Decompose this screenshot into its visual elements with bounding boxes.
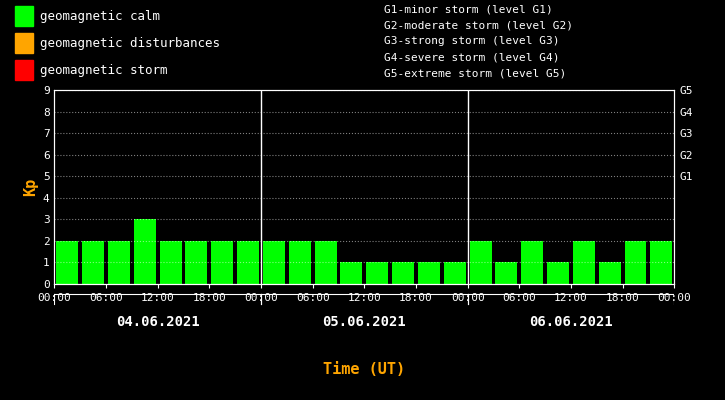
Bar	[289, 241, 311, 284]
Bar	[392, 262, 414, 284]
Bar	[211, 241, 233, 284]
Bar	[315, 241, 336, 284]
FancyBboxPatch shape	[14, 33, 33, 53]
FancyBboxPatch shape	[14, 60, 33, 80]
Bar	[444, 262, 465, 284]
Text: geomagnetic calm: geomagnetic calm	[40, 10, 160, 23]
FancyBboxPatch shape	[14, 6, 33, 26]
Text: geomagnetic storm: geomagnetic storm	[40, 64, 167, 77]
Text: G3-strong storm (level G3): G3-strong storm (level G3)	[384, 36, 560, 46]
Bar	[57, 241, 78, 284]
Text: G4-severe storm (level G4): G4-severe storm (level G4)	[384, 53, 560, 63]
Bar	[547, 262, 569, 284]
Bar	[573, 241, 594, 284]
Bar	[624, 241, 647, 284]
Bar	[186, 241, 207, 284]
Bar	[650, 241, 672, 284]
Text: geomagnetic disturbances: geomagnetic disturbances	[40, 37, 220, 50]
Bar	[237, 241, 259, 284]
Bar	[160, 241, 181, 284]
Bar	[599, 262, 621, 284]
Text: Time (UT): Time (UT)	[323, 362, 405, 378]
Text: 04.06.2021: 04.06.2021	[116, 315, 199, 329]
Text: G2-moderate storm (level G2): G2-moderate storm (level G2)	[384, 20, 573, 30]
Bar	[263, 241, 285, 284]
Bar	[521, 241, 543, 284]
Text: 05.06.2021: 05.06.2021	[323, 315, 406, 329]
Bar	[341, 262, 362, 284]
Bar	[108, 241, 130, 284]
Text: G5-extreme storm (level G5): G5-extreme storm (level G5)	[384, 69, 566, 79]
Bar	[82, 241, 104, 284]
Bar	[134, 219, 156, 284]
Bar	[418, 262, 440, 284]
Text: G1-minor storm (level G1): G1-minor storm (level G1)	[384, 4, 553, 14]
Y-axis label: Kp: Kp	[24, 178, 38, 196]
Text: 06.06.2021: 06.06.2021	[529, 315, 613, 329]
Bar	[495, 262, 518, 284]
Bar	[366, 262, 388, 284]
Bar	[470, 241, 492, 284]
